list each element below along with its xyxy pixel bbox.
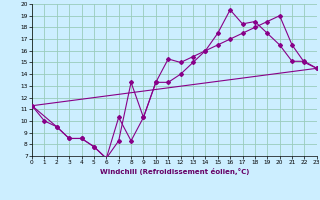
X-axis label: Windchill (Refroidissement éolien,°C): Windchill (Refroidissement éolien,°C) — [100, 168, 249, 175]
